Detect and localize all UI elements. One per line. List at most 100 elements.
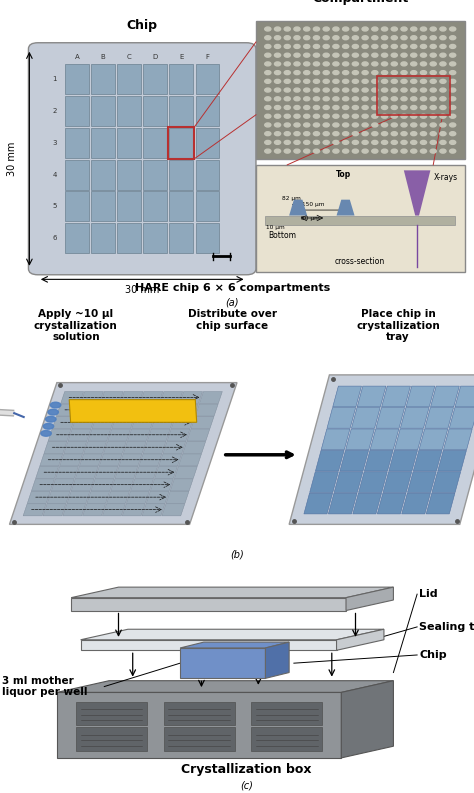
Circle shape [294,36,300,40]
Circle shape [50,402,61,408]
Circle shape [430,62,436,66]
Circle shape [420,53,427,57]
Polygon shape [107,492,129,504]
Circle shape [410,149,417,153]
Circle shape [294,149,300,153]
Text: X-rays: X-rays [433,174,457,182]
Polygon shape [102,504,125,516]
Circle shape [343,79,349,83]
Circle shape [333,97,339,101]
Text: D: D [153,55,158,60]
Circle shape [333,123,339,127]
Circle shape [294,140,300,144]
Circle shape [440,140,446,144]
Bar [91,223,115,253]
Circle shape [449,114,456,118]
Bar [65,191,89,221]
Polygon shape [402,493,430,514]
Circle shape [264,123,271,127]
Circle shape [391,149,397,153]
Circle shape [382,88,388,92]
Circle shape [333,114,339,118]
Circle shape [401,132,407,136]
Bar [196,191,219,221]
Polygon shape [449,408,474,428]
Polygon shape [351,408,380,428]
Circle shape [362,62,368,66]
Polygon shape [67,492,90,504]
Circle shape [284,53,291,57]
Circle shape [343,71,349,75]
Circle shape [440,27,446,31]
Polygon shape [82,504,106,516]
Circle shape [372,27,378,31]
Bar [91,128,115,158]
Polygon shape [159,454,182,466]
Circle shape [410,27,417,31]
Polygon shape [333,386,362,407]
Polygon shape [389,450,418,471]
Circle shape [382,27,388,31]
Circle shape [333,132,339,136]
Circle shape [440,79,446,83]
Circle shape [46,416,56,422]
Polygon shape [166,492,189,504]
Circle shape [313,44,319,48]
Polygon shape [120,392,143,404]
Circle shape [382,97,388,101]
Circle shape [274,53,281,57]
Bar [91,96,115,126]
Circle shape [333,88,339,92]
Circle shape [420,36,427,40]
Circle shape [391,44,397,48]
Bar [91,159,115,190]
Polygon shape [200,392,222,404]
Circle shape [430,53,436,57]
Polygon shape [135,466,158,478]
Text: 50 μm: 50 μm [301,216,320,221]
Circle shape [284,105,291,109]
Circle shape [372,114,378,118]
Circle shape [401,123,407,127]
Circle shape [362,149,368,153]
Circle shape [323,36,329,40]
Circle shape [284,71,291,75]
Circle shape [304,140,310,144]
Circle shape [41,431,51,436]
Bar [143,96,167,126]
Polygon shape [132,416,155,428]
Circle shape [382,71,388,75]
Text: A: A [74,55,80,60]
Circle shape [323,114,329,118]
Circle shape [264,79,271,83]
Text: Chip: Chip [127,19,158,32]
Text: Apply ~10 μl
crystallization
solution: Apply ~10 μl crystallization solution [34,309,118,343]
Circle shape [420,132,427,136]
Polygon shape [27,492,50,504]
Polygon shape [337,630,384,650]
Bar [65,223,89,253]
Circle shape [372,88,378,92]
Text: E: E [179,55,183,60]
Circle shape [372,44,378,48]
Polygon shape [304,493,333,514]
Polygon shape [346,429,374,450]
Circle shape [313,97,319,101]
Circle shape [352,88,358,92]
Polygon shape [182,442,206,454]
Polygon shape [128,429,150,441]
Polygon shape [36,466,59,478]
Polygon shape [71,587,393,598]
Circle shape [304,71,310,75]
Polygon shape [127,492,149,504]
Circle shape [274,123,281,127]
Circle shape [294,114,300,118]
Polygon shape [174,466,197,478]
Circle shape [284,62,291,66]
Circle shape [410,114,417,118]
Circle shape [294,27,300,31]
Circle shape [362,140,368,144]
Circle shape [313,114,319,118]
Polygon shape [23,504,46,516]
Circle shape [264,114,271,118]
